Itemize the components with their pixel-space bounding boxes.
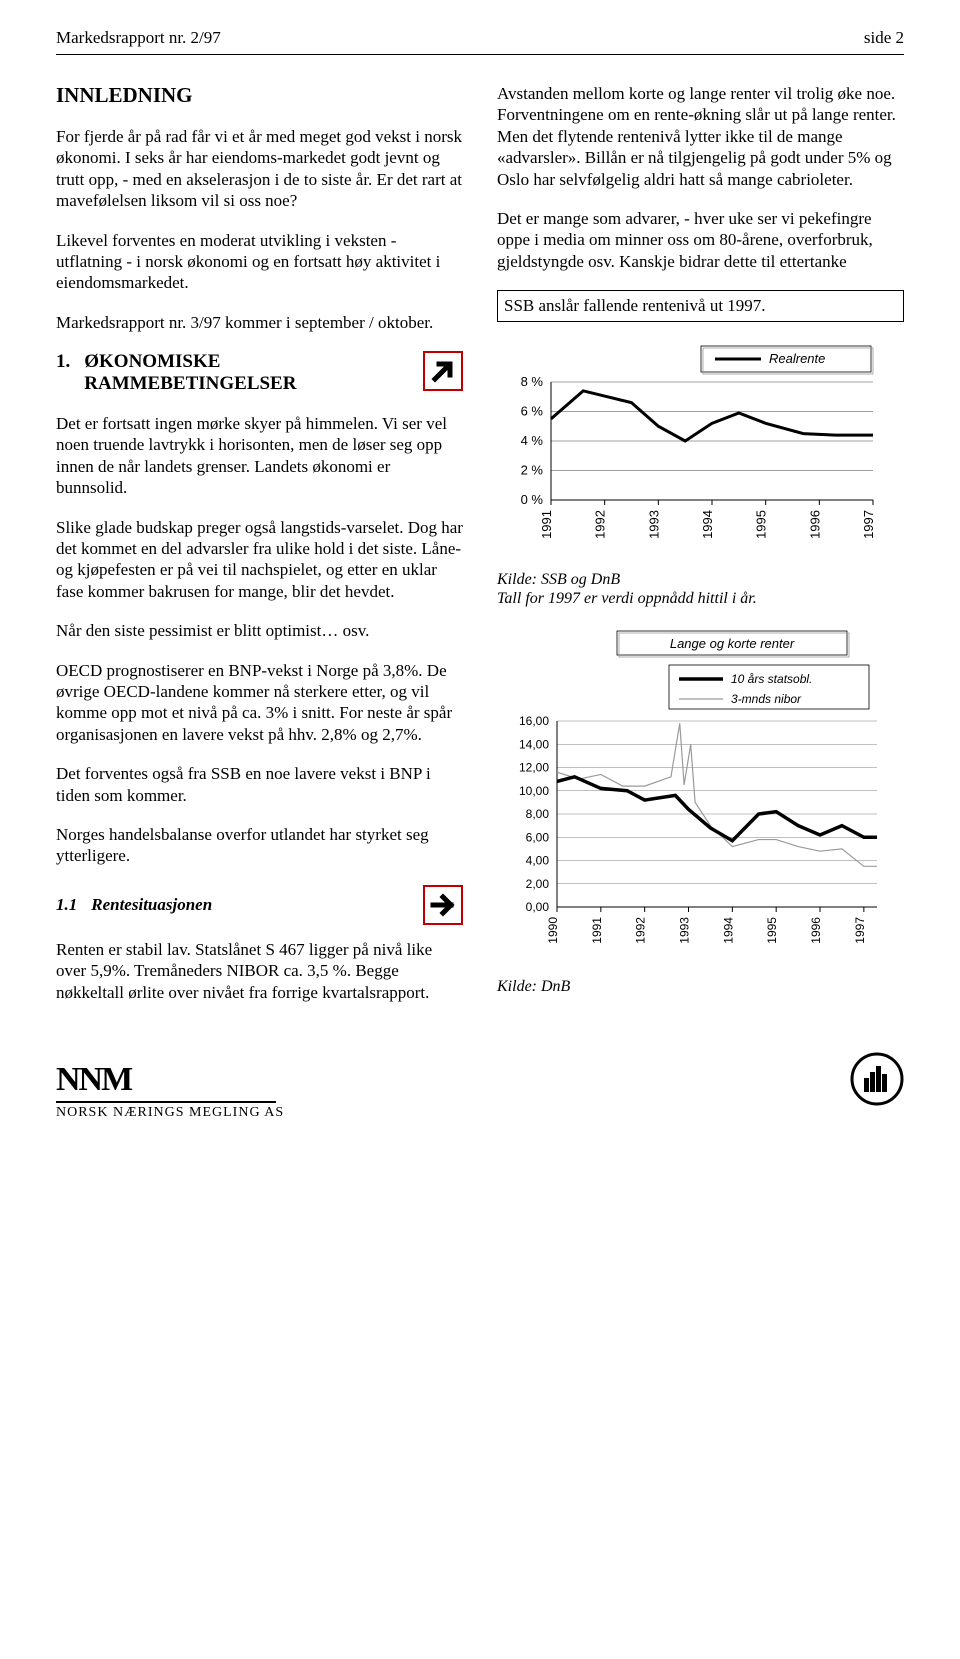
svg-text:16,00: 16,00: [519, 714, 549, 728]
section-title: ØKONOMISKE RAMMEBETINGELSER: [84, 351, 409, 395]
para: Det er mange som advarer, - hver uke ser…: [497, 208, 904, 272]
svg-text:12,00: 12,00: [519, 760, 549, 774]
svg-text:4,00: 4,00: [526, 853, 550, 867]
para: Avstanden mellom korte og lange renter v…: [497, 83, 904, 190]
header-rule: [56, 54, 904, 55]
svg-text:1996: 1996: [807, 510, 822, 539]
svg-text:1992: 1992: [634, 916, 648, 943]
footer: NNM NORSK NÆRINGS MEGLING AS: [56, 1061, 904, 1121]
section-1-1-heading: 1.1 Rentesituasjonen: [56, 885, 463, 925]
svg-text:1994: 1994: [721, 916, 735, 943]
right-column: Avstanden mellom korte og lange renter v…: [497, 83, 904, 1021]
para: Markedsrapport nr. 3/97 kommer i septemb…: [56, 312, 463, 333]
section-num: 1.: [56, 351, 70, 373]
para: Det forventes også fra SSB en noe lavere…: [56, 763, 463, 806]
svg-text:1990: 1990: [546, 916, 560, 943]
svg-text:6,00: 6,00: [526, 830, 550, 844]
svg-text:2 %: 2 %: [521, 462, 544, 477]
svg-text:8 %: 8 %: [521, 374, 544, 389]
para: OECD prognostiserer en BNP-vekst i Norge…: [56, 660, 463, 746]
boxed-note: SSB anslår fallende rentenivå ut 1997.: [497, 290, 904, 321]
footer-building-icon: [850, 1052, 904, 1111]
chart-realrente: Realrente 0 % 2 % 4 % 6 % 8 % 1991 1992 1993 1994…: [497, 340, 904, 560]
svg-text:1996: 1996: [809, 916, 823, 943]
svg-text:1993: 1993: [678, 916, 692, 943]
svg-text:8,00: 8,00: [526, 807, 550, 821]
svg-text:0 %: 0 %: [521, 492, 544, 507]
svg-text:1997: 1997: [853, 916, 867, 943]
svg-text:0,00: 0,00: [526, 900, 550, 914]
svg-text:4 %: 4 %: [521, 433, 544, 448]
svg-text:1995: 1995: [765, 916, 779, 943]
subsection-title: Rentesituasjonen: [91, 895, 409, 915]
section-1-heading: 1. ØKONOMISKE RAMMEBETINGELSER: [56, 351, 463, 395]
svg-text:10,00: 10,00: [519, 783, 549, 797]
intro-heading: INNLEDNING: [56, 83, 463, 108]
svg-text:10 års statsobl.: 10 års statsobl.: [731, 672, 812, 686]
arrow-up-right-icon: [423, 351, 463, 391]
para: Det er fortsatt ingen mørke skyer på him…: [56, 413, 463, 499]
chart2-caption: Kilde: DnB: [497, 977, 904, 997]
svg-text:1993: 1993: [646, 510, 661, 539]
arrow-right-icon: [423, 885, 463, 925]
svg-text:1995: 1995: [754, 510, 769, 539]
svg-text:1992: 1992: [593, 510, 608, 539]
para: Likevel forventes en moderat utvikling i…: [56, 230, 463, 294]
para: Norges handelsbalanse overfor utlandet h…: [56, 824, 463, 867]
svg-text:2,00: 2,00: [526, 876, 550, 890]
chart-renter: Lange og korte renter 10 års statsobl. 3-m…: [497, 627, 904, 967]
svg-text:3-mnds nibor: 3-mnds nibor: [731, 692, 802, 706]
para: Når den siste pessimist er blitt optimis…: [56, 620, 463, 641]
svg-text:14,00: 14,00: [519, 737, 549, 751]
svg-text:1997: 1997: [861, 510, 876, 539]
para: For fjerde år på rad får vi et år med me…: [56, 126, 463, 212]
footer-logo-sub: NORSK NÆRINGS MEGLING AS: [56, 1105, 904, 1121]
svg-text:1994: 1994: [700, 510, 715, 539]
svg-text:1991: 1991: [590, 916, 604, 943]
para: Renten er stabil lav. Statslånet S 467 l…: [56, 939, 463, 1003]
header-right: side 2: [864, 28, 904, 48]
svg-text:Lange og korte renter: Lange og korte renter: [670, 636, 795, 651]
header-left: Markedsrapport nr. 2/97: [56, 28, 221, 48]
footer-logo-text: NNM: [56, 1061, 904, 1099]
svg-text:6 %: 6 %: [521, 403, 544, 418]
chart1-caption: Kilde: SSB og DnB Tall for 1997 er verdi…: [497, 570, 904, 609]
svg-text:1991: 1991: [539, 510, 554, 539]
left-column: INNLEDNING For fjerde år på rad får vi e…: [56, 83, 463, 1021]
para: Slike glade budskap preger også langstid…: [56, 517, 463, 603]
svg-text:Realrente: Realrente: [769, 351, 825, 366]
subsection-num: 1.1: [56, 895, 77, 915]
